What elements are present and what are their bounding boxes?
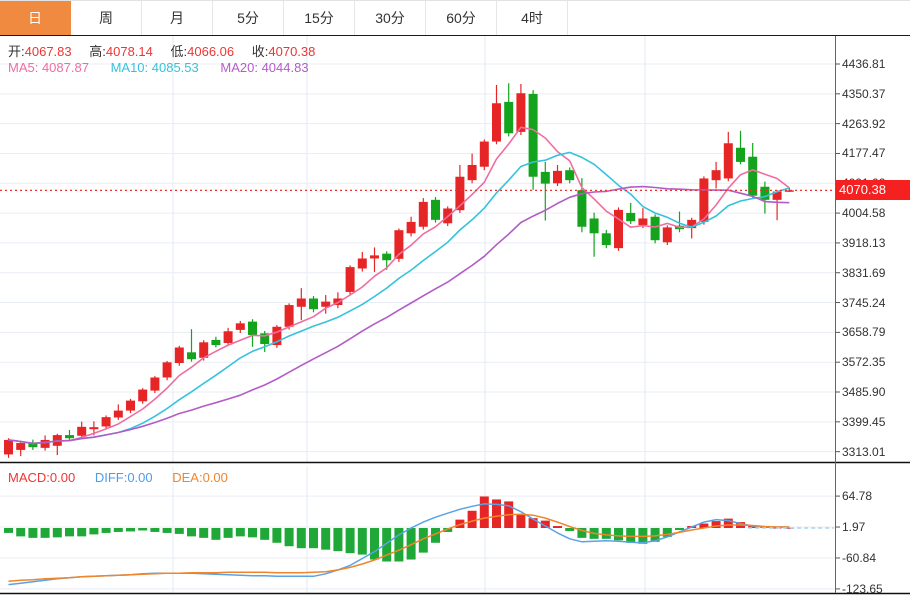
tab-period-week[interactable]: 周: [71, 1, 142, 35]
tab-period-60min[interactable]: 60分: [426, 1, 497, 35]
y-axis-tick-label: 4263.92: [842, 116, 886, 131]
ma-readout: MA5: 4087.87 MA10: 4085.53 MA20: 4044.83: [8, 60, 327, 75]
tab-period-day[interactable]: 日: [0, 1, 71, 35]
ohlc-readout: 开:4067.83 高:4078.14 低:4066.06 收:4070.38: [8, 41, 329, 60]
high-value: 4078.14: [105, 44, 153, 59]
y-axis-tick-label: -123.65: [842, 581, 883, 596]
y-axis-tick-label: 4350.37: [842, 86, 886, 101]
y-axis-tick-label: 3399.45: [842, 414, 886, 429]
open-label: 开:: [8, 44, 25, 59]
macd-readout: MACD:0.00 DIFF:0.00 DEA:0.00: [8, 470, 244, 485]
y-axis-tick-label: 64.78: [842, 489, 873, 504]
tab-period-4hour[interactable]: 4时: [497, 1, 568, 35]
y-axis-tick-label: 3572.35: [842, 355, 886, 370]
close-label: 收:: [251, 44, 269, 59]
y-axis-tick-label: 3918.13: [842, 235, 886, 250]
y-axis-tick-label: 3658.79: [842, 325, 886, 340]
y-axis-tick-label: -60.84: [842, 550, 877, 565]
y-axis-tick-label: 3313.01: [842, 444, 886, 459]
y-axis-tick-label: 3745.24: [842, 295, 886, 310]
y-axis-tick-label: 3831.69: [842, 265, 886, 280]
y-axis-tick-label: 1.97: [842, 520, 866, 535]
ma10-readout: MA10: 4085.53: [110, 60, 199, 75]
ma5-readout: MA5: 4087.87: [8, 60, 89, 75]
close-value: 4070.38: [268, 44, 316, 59]
current-price-tag: 4070.38: [836, 180, 910, 201]
ma20-readout: MA20: 4044.83: [220, 60, 309, 75]
high-label: 高:: [89, 44, 106, 59]
diff-value: DIFF:0.00: [94, 470, 153, 485]
low-value: 4066.06: [187, 44, 235, 59]
y-axis-tick-label: 4177.47: [842, 146, 886, 161]
tab-period-30min[interactable]: 30分: [355, 1, 426, 35]
dea-value: DEA:0.00: [172, 470, 228, 485]
low-label: 低:: [170, 44, 188, 59]
y-axis-tick-label: 4004.58: [842, 206, 886, 221]
tab-period-5min[interactable]: 5分: [213, 1, 284, 35]
macd-value: MACD:0.00: [8, 470, 76, 485]
tab-period-month[interactable]: 月: [142, 1, 213, 35]
period-toolbar: 日 周 月 5分 15分 30分 60分 4时: [0, 0, 910, 36]
y-axis-tick-label: 3485.90: [842, 385, 886, 399]
tab-period-15min[interactable]: 15分: [284, 1, 355, 35]
y-axis-tick-label: 4436.81: [842, 57, 886, 71]
open-value: 4067.83: [24, 44, 72, 59]
